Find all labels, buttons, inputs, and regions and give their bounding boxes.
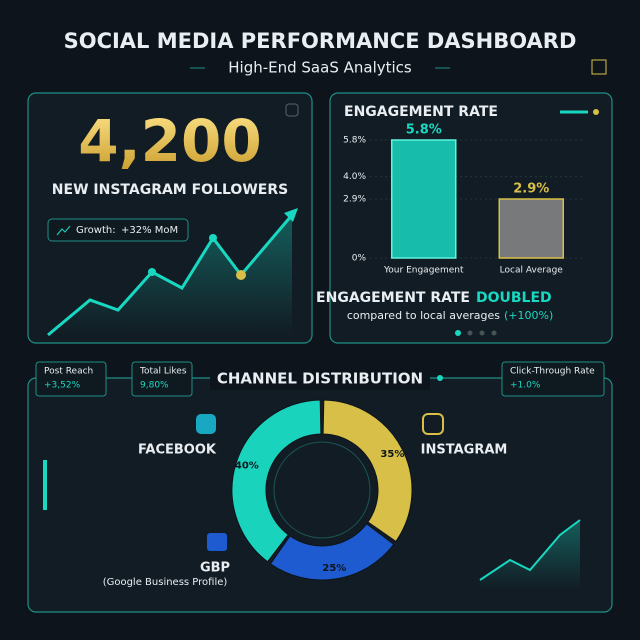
value-label: 5.8% [406,123,442,138]
chip-icon [591,59,607,75]
pager-dot [455,330,461,336]
followers-label: NEW INSTAGRAM FOLLOWERS [52,182,288,198]
title-bg [210,368,430,390]
legend-label: INSTAGRAM [421,443,508,458]
y-tick-label: 5.8% [343,136,366,146]
growth-label: Growth: [76,225,116,236]
pager-dot [479,330,485,336]
y-tick-label: 0% [352,254,367,264]
bar [498,198,564,259]
sparkline-arrow [284,208,298,222]
instagram-icon [285,103,299,117]
engagement-sub-highlight: (+100%) [504,309,553,322]
sparkline-dot [209,234,217,242]
stat-box [35,361,107,397]
page-subtitle: High-End SaaS Analytics [228,59,412,77]
facebook-icon [196,414,216,434]
distribution-title: CHANNEL DISTRIBUTION [217,370,423,388]
scroll-bar [43,460,47,510]
annotation: (Google Business Profile) [103,577,228,588]
mini-line [479,519,581,581]
pager-dot [467,330,473,336]
slice-label: 25% [322,563,346,574]
slice-label: 40% [235,461,259,472]
stat-label: Total Likes [139,367,187,377]
donut-hole [273,441,371,539]
slice [269,523,395,581]
legend-label: FACEBOOK [138,443,217,458]
value-label: 2.9% [513,182,549,197]
growth-badge [47,218,189,242]
stat-value: +1.0% [510,381,541,391]
bar [391,139,457,259]
subtitle-bg [205,57,435,79]
stat-box [501,361,605,397]
stat-label: Click-Through Rate [510,367,595,377]
connector-dot [437,375,443,381]
stat-value: 9,80% [140,381,169,391]
slice [231,399,322,563]
engagement-note-highlight: DOUBLED [476,290,552,306]
gbp-icon [207,533,227,551]
slice-label: 35% [380,449,404,460]
followers-value: 4,200 [78,107,261,175]
stat-box [131,361,193,397]
stat-label: Post Reach [44,367,93,377]
growth-icon [56,225,71,236]
sparkline-dot [236,270,246,280]
sparkline-area [48,215,292,335]
x-tick-label: Local Average [500,266,564,276]
engagement-title: ENGAGEMENT RATE [344,104,498,120]
y-tick-label: 4.0% [343,172,366,182]
y-tick-label: 2.9% [343,195,366,205]
growth-value: +32% MoM [121,225,178,236]
engagement-note: ENGAGEMENT RATE [316,290,470,306]
pager-dot [491,330,497,336]
engagement-sub: compared to local averages [347,309,500,322]
sparkline [47,214,294,337]
slice [322,399,413,543]
x-tick-label: Your Engagement [383,266,464,276]
mini-area [480,520,580,590]
accent-dot [593,109,599,115]
stat-value: +3,52% [44,381,81,391]
legend-label: GBP [200,561,230,576]
sparkline-dot [148,268,156,276]
instagram-icon [422,413,444,435]
page-title: SOCIAL MEDIA PERFORMANCE DASHBOARD [64,29,577,53]
